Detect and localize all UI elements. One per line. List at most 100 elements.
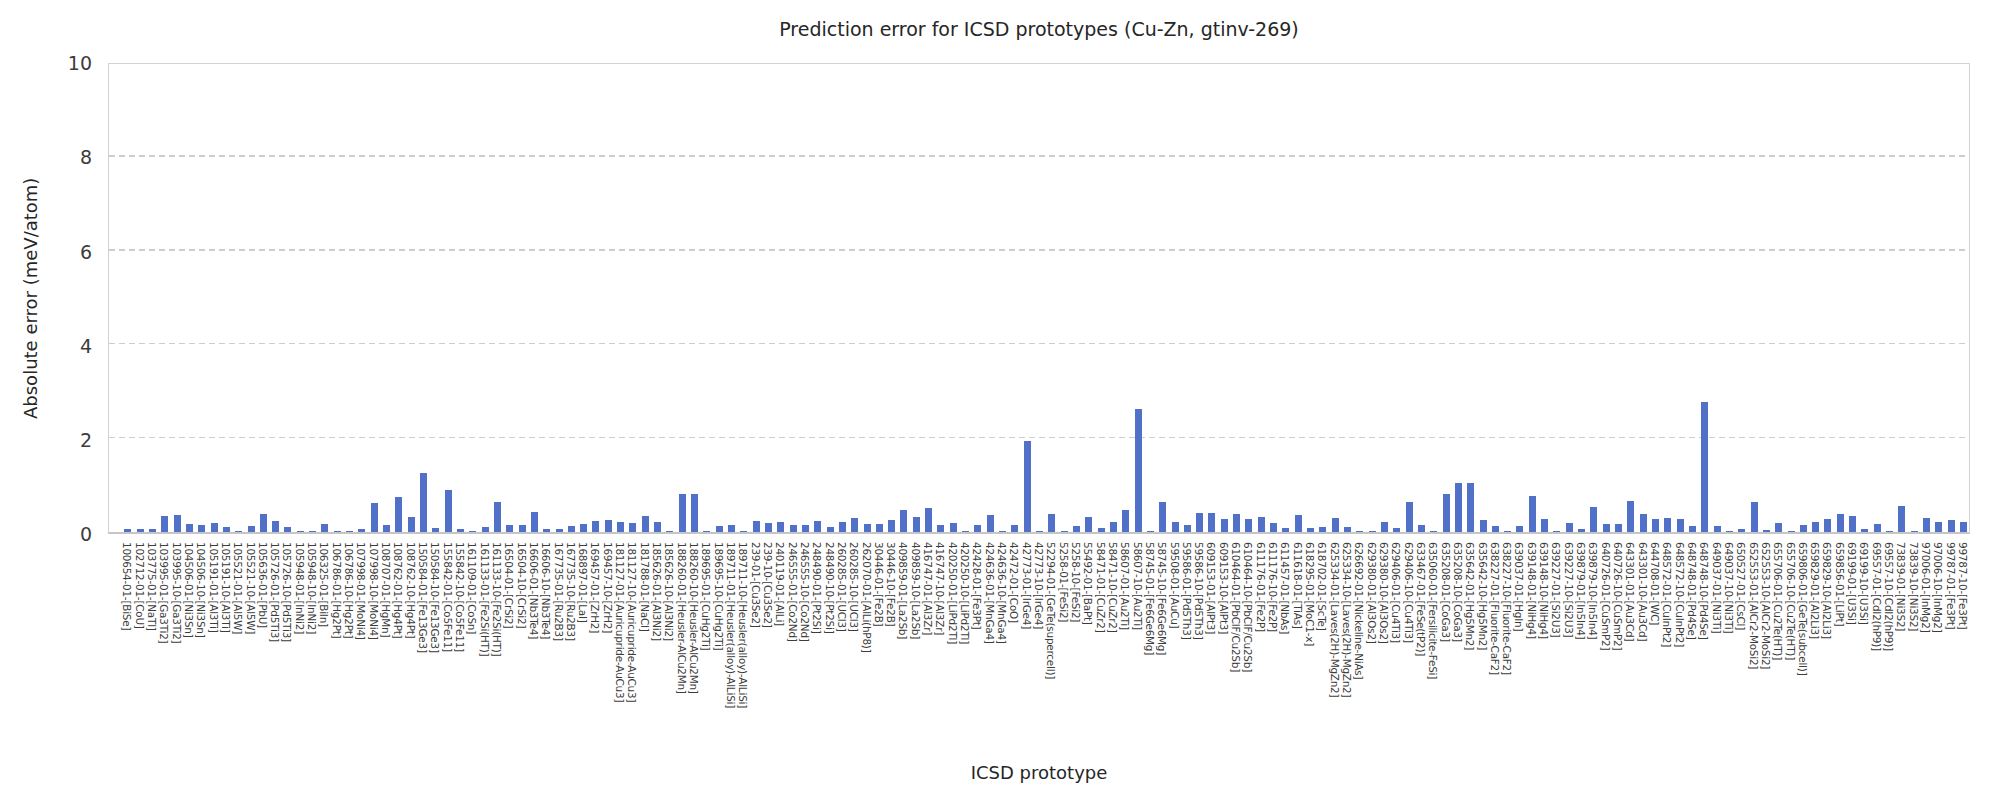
bar <box>457 529 464 532</box>
bar <box>1898 506 1905 532</box>
x-tick-label: 644708-01-[WC] <box>1649 542 1660 625</box>
bar <box>1393 528 1400 532</box>
bar <box>506 525 513 532</box>
x-tick-label: 58607-10-[Au2Ti] <box>1132 542 1143 630</box>
x-tick-label: 643301-10-[Au3Cd] <box>1637 542 1648 641</box>
bar <box>321 524 328 532</box>
x-tick-label: 648748-10-[Pd4Se] <box>1698 542 1709 640</box>
x-tick-label: 55492-01-[BaPt] <box>1082 542 1093 625</box>
x-tick-label: 5258-10-[FeSi2] <box>1070 542 1081 622</box>
bar <box>248 526 255 532</box>
x-tick-label: 107998-10-[MoNi4] <box>368 542 379 640</box>
x-tick-label: 161133-10-[Fe2Si(HT)] <box>491 542 502 656</box>
x-tick-label: 181127-01-[Auricupride-AuCu3] <box>614 542 625 702</box>
bar <box>1430 531 1437 532</box>
bar <box>1664 518 1671 532</box>
x-tick-label: 59508-01-[AuCu] <box>1169 542 1180 628</box>
x-tick-label: 639037-01-[HgIn] <box>1513 542 1524 631</box>
x-tick-label: 625334-01-[Laves(2H)-MgZn2] <box>1329 542 1340 697</box>
x-tick-label: 618295-01-[MoC1-x] <box>1304 542 1315 646</box>
bar <box>1516 526 1523 532</box>
x-tick-label: 169457-01-[ZrH2] <box>589 542 600 633</box>
x-tick-label: 246555-10-[Co2Nd] <box>799 542 810 642</box>
bar <box>937 525 944 532</box>
bar <box>346 531 353 532</box>
x-tick-label: 239-01-[Cu3Se2] <box>750 542 761 628</box>
gridline <box>109 437 1969 439</box>
bar <box>1763 530 1770 532</box>
gridline <box>109 343 1969 345</box>
x-tick-label: 97006-01-[InMg2] <box>1920 542 1931 633</box>
bar <box>408 517 415 532</box>
x-tick-label: 248490-10-[Pt2Si] <box>824 542 835 634</box>
x-tick-label: 73839-10-[Ni3S2] <box>1908 542 1919 631</box>
bar <box>1960 522 1967 532</box>
y-tick-label: 2 <box>38 427 92 453</box>
bar <box>235 531 242 532</box>
bar <box>1800 525 1807 532</box>
x-tick-label: 161109-01-[CoSn] <box>466 542 477 634</box>
bar <box>198 525 205 532</box>
bar <box>1775 523 1782 532</box>
bar <box>765 523 772 532</box>
bar <box>666 531 673 532</box>
bar <box>1603 524 1610 532</box>
x-tick-label: 638227-01-[Fluorite-CaF2] <box>1489 542 1500 675</box>
x-tick-label: 58471-01-[CuZr2] <box>1095 542 1106 633</box>
bar <box>309 531 316 532</box>
x-tick-label: 659856-01-[LiPt] <box>1834 542 1845 626</box>
bar <box>1714 526 1721 532</box>
bar <box>297 531 304 532</box>
bar <box>1689 526 1696 532</box>
y-tick-label: 6 <box>38 239 92 265</box>
bar <box>1738 529 1745 532</box>
x-tick-label: 188260-10-[Heusler-AlCu2Mn] <box>688 542 699 694</box>
bar <box>987 515 994 532</box>
bar <box>1073 526 1080 532</box>
x-tick-label: 650527-01-[CsCl] <box>1735 542 1746 630</box>
bar <box>1024 441 1031 532</box>
bar <box>777 522 784 532</box>
x-tick-label: 103995-01-[Ga3Ti2] <box>158 542 169 643</box>
x-tick-label: 58607-01-[Au2Ti] <box>1119 542 1130 630</box>
x-tick-label: 103775-01-[NaTl] <box>146 542 157 631</box>
x-tick-label: 659829-01-[Al2Li3] <box>1809 542 1820 639</box>
x-tick-label: 639227-01-[Si2U3] <box>1550 542 1561 637</box>
bar <box>974 525 981 532</box>
bar <box>1935 522 1942 532</box>
bar <box>1282 528 1289 532</box>
x-tick-label: 69557-01-[CdI2(hP9)] <box>1871 542 1882 651</box>
x-tick-label: 611176-01-[Fe2P] <box>1255 542 1266 632</box>
bar <box>568 526 575 532</box>
bar <box>531 512 538 532</box>
x-tick-label: 424636-01-[MnGa4] <box>984 542 995 644</box>
bar <box>482 527 489 532</box>
x-tick-label: 635060-01-[Fersilicite-FeSi] <box>1427 542 1438 679</box>
bar <box>1529 496 1536 532</box>
bar <box>260 514 267 532</box>
x-tick-label: 108707-01-[HgMn] <box>380 542 391 637</box>
x-tick-label: 161133-01-[Fe2Si(HT)] <box>479 542 490 656</box>
x-tick-label: 16504-01-[CrSi2] <box>503 542 514 628</box>
bar <box>962 531 969 532</box>
x-tick-label: 639148-10-[NiHg4] <box>1538 542 1549 639</box>
x-tick-label: 611618-01-[TiAs] <box>1292 542 1303 629</box>
x-tick-label: 106786-01-[Hg2Pt] <box>331 542 342 638</box>
x-tick-label: 649037-10-[Ni3Ti] <box>1723 542 1734 633</box>
x-tick-label: 188260-01-[Heusler-AlCu2Mn] <box>676 542 687 694</box>
bar <box>1381 522 1388 532</box>
y-tick-label: 0 <box>38 521 92 547</box>
x-tick-label: 106786-10-[Hg2Pt] <box>343 542 354 638</box>
x-tick-label: 105726-01-[Pd5Ti3] <box>269 542 280 642</box>
bar <box>334 531 341 532</box>
bar <box>851 518 858 532</box>
x-tick-label: 42773-01-[IrGe4] <box>1021 542 1032 629</box>
x-tick-label: 185626-10-[Al3Ni2] <box>663 542 674 641</box>
bar <box>1652 519 1659 532</box>
bar <box>617 522 624 532</box>
bar <box>876 524 883 532</box>
chart-title: Prediction error for ICSD prototypes (Cu… <box>108 18 1970 40</box>
bar <box>1258 517 1265 532</box>
bar <box>1590 507 1597 532</box>
x-tick-label: 97006-10-[InMg2] <box>1932 542 1943 633</box>
